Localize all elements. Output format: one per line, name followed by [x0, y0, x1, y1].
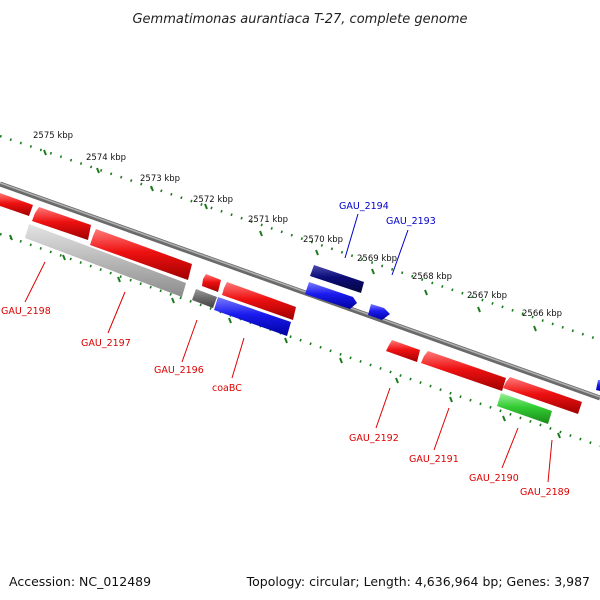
tick-2573 [150, 185, 154, 192]
leader-gau-2193 [391, 229, 409, 276]
accession-text: Accession: NC_012489 [9, 574, 151, 589]
leader-gau-2189 [547, 439, 553, 483]
scale-label: 2575 kbp [33, 131, 73, 141]
inner-tick [395, 377, 399, 384]
gene-arrow-blue[interactable] [368, 304, 390, 320]
inner-tick [228, 317, 232, 324]
leader-gau-2198 [24, 261, 46, 303]
gene-label-gau-2192[interactable]: GAU_2192 [349, 433, 399, 444]
gene-label-gau-2189[interactable]: GAU_2189 [520, 487, 570, 498]
reverse-strand-genes [0, 193, 582, 424]
gene-gau-2190-arrow[interactable] [497, 393, 552, 424]
leader-gau-2190 [501, 427, 519, 469]
inner-tick [62, 254, 66, 261]
outer-dotted-track [0, 134, 600, 342]
tick-2569 [371, 268, 375, 275]
inner-tick [557, 432, 561, 439]
scale-label: 2567 kbp [467, 291, 507, 301]
inner-dotted-track [0, 232, 600, 448]
scale-label: 2566 kbp [522, 309, 562, 319]
tick-2567 [477, 306, 481, 313]
gene-gau-2192-arrow[interactable] [386, 340, 420, 362]
tick-2575 [43, 149, 47, 156]
scale-label: 2574 kbp [86, 153, 126, 163]
gene-gau-2196-arrow[interactable] [202, 274, 221, 292]
gene-arrow-blue[interactable] [305, 282, 357, 309]
leader-gau-2197 [107, 291, 126, 334]
leader-coabc [231, 337, 245, 379]
scale-label: 2572 kbp [193, 195, 233, 205]
scale-label: 2569 kbp [357, 254, 397, 264]
gene-label-gau-2194[interactable]: GAU_2194 [339, 201, 389, 212]
gene-coabc-red[interactable] [222, 282, 296, 320]
genome-title: Gemmatimonas aurantiaca T-27, complete g… [132, 12, 467, 27]
scale-label: 2573 kbp [140, 174, 180, 184]
scale-label: 2570 kbp [303, 235, 343, 245]
gene-label-gau-2190[interactable]: GAU_2190 [469, 473, 519, 484]
gene-gau-2191-arrow[interactable] [421, 351, 506, 391]
gene-label-gau-2198[interactable]: GAU_2198 [1, 306, 51, 317]
scale-label: 2568 kbp [412, 272, 452, 282]
gene-label-gau-2193[interactable]: GAU_2193 [386, 216, 436, 227]
gene-arrow-blue[interactable] [596, 380, 600, 391]
gene-label-gau-2197[interactable]: GAU_2197 [81, 338, 131, 349]
gene-label-coabc[interactable]: coaBC [212, 383, 242, 394]
inner-tick [117, 276, 121, 283]
gene-labels: GAU_2194 GAU_2193 GAU_2198 GAU_2197 GAU_… [1, 201, 570, 498]
label-leader-lines [24, 213, 553, 483]
major-ticks [43, 149, 537, 332]
tick-2571 [259, 230, 263, 237]
tick-2568 [424, 289, 428, 296]
gene-gau-2198-pseudo[interactable] [25, 224, 186, 297]
gene-gau-2189-arrow[interactable] [503, 377, 582, 414]
inner-tick [284, 337, 288, 344]
inner-tick [171, 297, 175, 304]
gene-arrow-navy[interactable] [310, 265, 364, 293]
forward-strand-genes [305, 265, 600, 391]
gene-label-gau-2196[interactable]: GAU_2196 [154, 365, 204, 376]
inner-tick [9, 234, 13, 241]
tick-2570 [315, 249, 319, 256]
leader-gau-2191 [433, 407, 450, 451]
gene-gau-2197-arrow[interactable] [90, 229, 192, 280]
gene-coabc-blue[interactable] [214, 297, 291, 336]
gene-gau-2198-arrow[interactable] [0, 193, 33, 216]
leader-gau-2194 [344, 213, 359, 259]
gene-arrow-red[interactable] [32, 207, 91, 240]
gene-gau-2196-small[interactable] [192, 289, 217, 308]
inner-tick [339, 357, 343, 364]
leader-gau-2196 [181, 319, 198, 363]
inner-tick [502, 415, 506, 422]
inner-tick [449, 396, 453, 403]
tick-2566 [533, 325, 537, 332]
outer-scale-ring: 2575 kbp 2574 kbp 2573 kbp 2572 kbp 2571… [0, 131, 600, 342]
leader-gau-2192 [375, 387, 391, 429]
scale-label: 2571 kbp [248, 215, 288, 225]
tick-2572 [204, 203, 208, 210]
inner-scale-ring [0, 232, 600, 448]
gene-label-gau-2191[interactable]: GAU_2191 [409, 454, 459, 465]
genome-summary-text: Topology: circular; Length: 4,636,964 bp… [246, 574, 590, 589]
tick-2574 [96, 167, 100, 174]
genome-backbone [0, 181, 600, 401]
